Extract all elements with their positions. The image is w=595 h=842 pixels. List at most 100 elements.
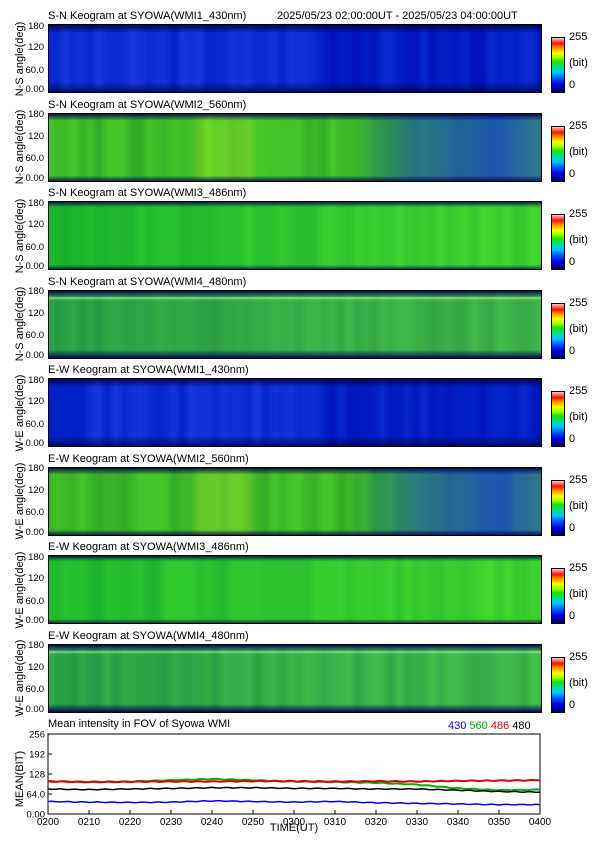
mean-chart-xlabel: TIME(UT) — [269, 822, 319, 834]
keogram-ytick: 120 — [28, 484, 44, 496]
colorbar-min-label: 0 — [569, 256, 576, 268]
keogram-ytick: 0.00 — [25, 703, 45, 715]
keogram-title: S-N Keogram at SYOWA(WMI2_560nm) — [48, 98, 247, 111]
colorbar — [551, 214, 565, 270]
keogram-ytick: 180 — [28, 20, 44, 32]
keogram-ytick: 0.00 — [25, 526, 45, 538]
x-tick-label: 0320 — [365, 817, 388, 828]
colorbar-max-label: 255 — [569, 119, 588, 132]
keogram-ytick: 60.0 — [25, 153, 45, 165]
keogram-ytick: 120 — [28, 661, 44, 673]
keogram-ytick: 180 — [28, 374, 44, 386]
keogram-ytick: 60.0 — [25, 507, 45, 519]
x-tick-label: 0250 — [242, 817, 265, 828]
series-line-480 — [47, 786, 541, 794]
keogram-title: S-N Keogram at SYOWA(WMI3_486nm) — [48, 187, 247, 199]
keogram-title: E-W Keogram at SYOWA(WMI3_486nm) — [48, 541, 249, 553]
colorbar-unit-label: (bit) — [569, 234, 588, 246]
colorbar-unit-label: (bit) — [569, 411, 588, 423]
keogram-image — [48, 112, 542, 182]
x-tick-label: 0210 — [78, 817, 101, 828]
colorbar-max-label: 255 — [569, 208, 588, 220]
colorbar-unit-label: (bit) — [569, 322, 588, 335]
keogram-ytick: 120 — [28, 42, 44, 54]
legend-480: 480 — [512, 720, 531, 732]
time-range-header: 2025/05/23 02:00:00UT - 2025/05/23 04:00… — [277, 10, 518, 22]
colorbar — [551, 479, 565, 536]
colorbar-max-label: 255 — [569, 562, 588, 574]
x-tick-label: 0330 — [406, 817, 429, 828]
colorbar-min-label: 0 — [569, 433, 576, 445]
mean-chart-legend: 430 560 486 480 — [448, 720, 531, 732]
keogram-image — [48, 201, 542, 270]
colorbar-min-label: 0 — [569, 610, 576, 622]
keogram-title: E-W Keogram at SYOWA(WMI1_430nm) — [48, 364, 249, 376]
legend-560: 560 — [469, 720, 488, 732]
keogram-ytick: 0.00 — [25, 84, 45, 96]
keogram-ytick: 180 — [28, 197, 44, 209]
x-tick-label: 0200 — [37, 817, 60, 828]
keogram-image — [48, 555, 542, 624]
x-tick-label: 0400 — [529, 817, 552, 828]
keogram-ytick: 60.0 — [25, 330, 45, 342]
colorbar-min-label: 0 — [569, 521, 576, 534]
keogram-title: E-W Keogram at SYOWA(WMI4_480nm) — [48, 629, 249, 642]
colorbar-unit-label: (bit) — [569, 145, 588, 158]
y-tick-label: 256 — [29, 730, 45, 741]
colorbar — [551, 125, 565, 182]
colorbar — [551, 302, 565, 359]
legend-486: 486 — [490, 720, 510, 732]
x-tick-label: 0230 — [160, 817, 183, 828]
colorbar-unit-label: (bit) — [569, 588, 588, 600]
keogram-ytick: 0.00 — [25, 261, 45, 273]
x-tick-label: 0220 — [119, 817, 142, 828]
series-line-486 — [47, 778, 540, 784]
colorbar-min-label: 0 — [569, 167, 576, 180]
keogram-title: S-N Keogram at SYOWA(WMI4_480nm) — [48, 275, 247, 288]
colorbar-min-label: 0 — [569, 698, 576, 711]
keogram-ytick: 180 — [28, 109, 44, 121]
mean-chart-title: Mean intensity in FOV of Syowa WMI — [48, 718, 231, 730]
colorbar-unit-label: (bit) — [569, 676, 588, 689]
keogram-ytick: 0.00 — [25, 615, 45, 627]
x-tick-label: 0340 — [447, 817, 470, 828]
y-tick-label: 64.0 — [27, 790, 46, 801]
chart-frame — [47, 733, 541, 815]
colorbar — [551, 37, 565, 93]
keogram-ytick: 60.0 — [25, 241, 45, 253]
keogram-ytick: 60.0 — [25, 64, 45, 76]
colorbar — [551, 568, 565, 624]
keogram-title: S-N Keogram at SYOWA(WMI1_430nm) — [48, 10, 247, 22]
keogram-ytick: 60.0 — [25, 595, 45, 607]
keogram-ytick: 180 — [28, 463, 44, 475]
keogram-image — [48, 24, 542, 93]
keogram-image — [48, 289, 542, 359]
keogram-ytick: 0.00 — [25, 438, 45, 450]
colorbar — [551, 656, 565, 713]
keogram-title: E-W Keogram at SYOWA(WMI2_560nm) — [48, 452, 249, 465]
x-tick-label: 0240 — [201, 817, 224, 828]
colorbar — [551, 391, 565, 447]
keogram-ytick: 120 — [28, 130, 44, 142]
x-tick-label: 0310 — [324, 817, 347, 828]
series-line-430 — [47, 799, 541, 806]
colorbar-max-label: 255 — [569, 31, 588, 43]
keogram-ytick: 180 — [28, 551, 44, 563]
y-tick-label: 192 — [29, 750, 45, 761]
colorbar-max-label: 255 — [569, 385, 588, 397]
colorbar-max-label: 255 — [569, 650, 588, 663]
keogram-ytick: 180 — [28, 640, 44, 652]
keogram-ytick: 120 — [28, 307, 44, 319]
keogram-ytick: 0.00 — [25, 349, 45, 361]
keogram-ytick: 60.0 — [25, 684, 45, 696]
keogram-image — [48, 466, 542, 536]
keogram-image — [48, 378, 542, 447]
keogram-ytick: 60.0 — [25, 418, 45, 430]
x-tick-label: 0350 — [488, 817, 511, 828]
colorbar-max-label: 255 — [569, 473, 588, 486]
keogram-ytick: 120 — [28, 396, 44, 408]
colorbar-min-label: 0 — [569, 344, 576, 357]
x-tick-label: 0300 — [283, 817, 306, 828]
keogram-ytick: 180 — [28, 286, 44, 298]
